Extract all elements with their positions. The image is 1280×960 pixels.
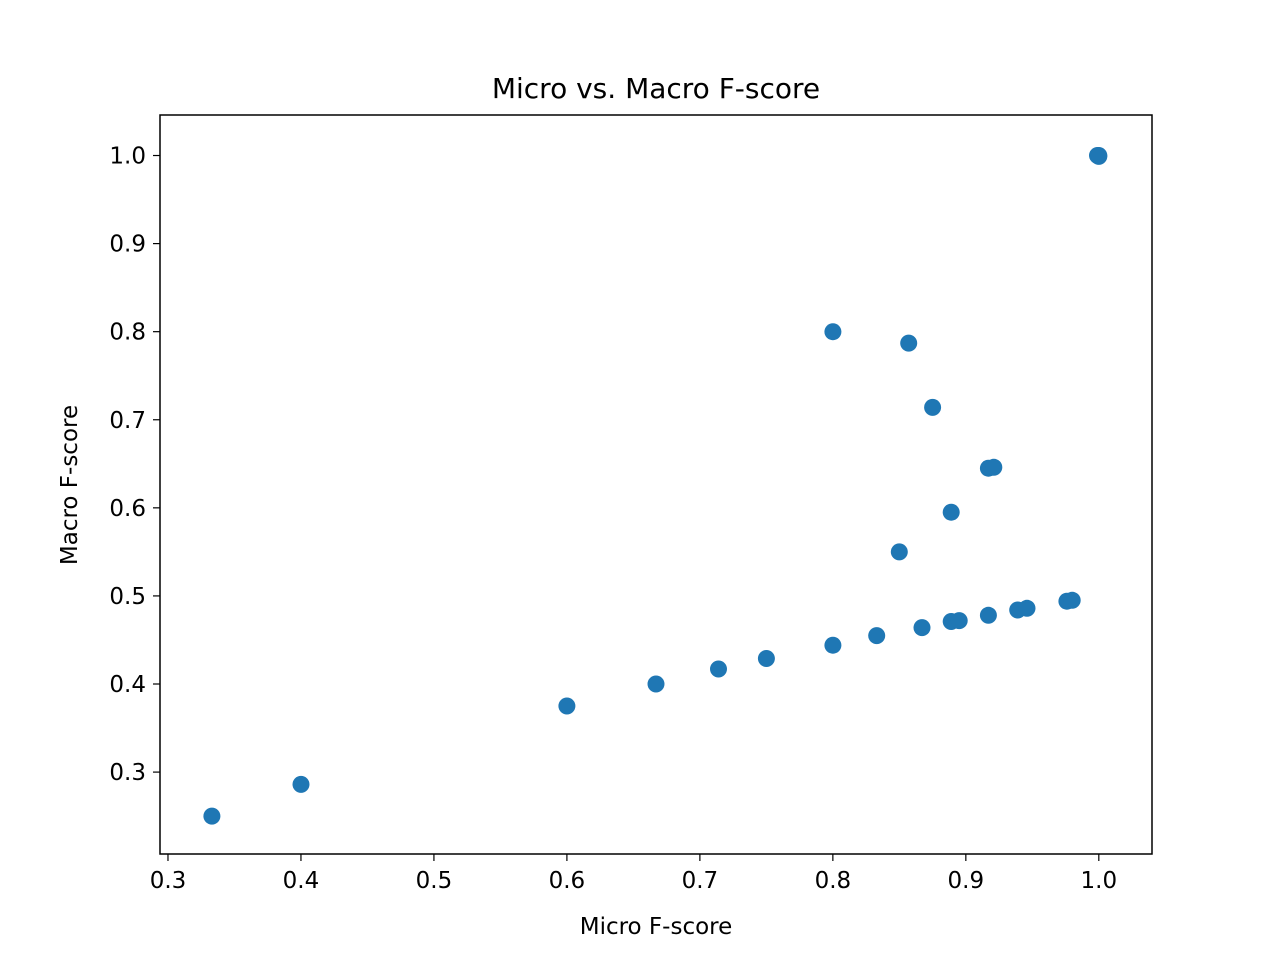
- y-tick-label: 1.0: [109, 144, 146, 170]
- x-tick-label: 0.6: [549, 868, 586, 894]
- y-tick-label: 0.7: [109, 408, 146, 434]
- plot-frame: [159, 114, 1153, 855]
- data-point-0: [203, 807, 221, 825]
- data-point-3: [647, 675, 665, 693]
- data-point-20: [924, 398, 942, 416]
- data-point-19: [985, 458, 1003, 476]
- x-axis-label: Micro F-score: [580, 914, 733, 940]
- data-point-25: [1090, 147, 1108, 165]
- data-point-11: [979, 606, 997, 624]
- data-point-17: [942, 503, 960, 521]
- points-layer: [203, 147, 1108, 825]
- data-point-16: [890, 543, 908, 561]
- data-point-5: [757, 650, 775, 667]
- data-point-6: [824, 636, 842, 654]
- y-tick-label: 0.5: [109, 584, 146, 610]
- y-tick-label: 0.4: [109, 672, 146, 698]
- x-tick-label: 0.8: [815, 868, 852, 894]
- data-point-13: [1018, 599, 1036, 617]
- x-axis: 0.3 0.4 0.5 0.6 0.7 0.8 0.9 1.0: [150, 854, 1117, 894]
- data-point-8: [913, 619, 931, 637]
- y-axis-label: Macro F-score: [57, 405, 83, 565]
- data-point-22: [824, 323, 842, 341]
- x-tick-label: 0.7: [682, 868, 719, 894]
- y-tick-label: 0.8: [109, 320, 146, 346]
- y-tick-label: 0.3: [109, 760, 146, 786]
- chart-title: Micro vs. Macro F-score: [492, 72, 820, 105]
- x-tick-label: 0.5: [416, 868, 453, 894]
- y-axis: 0.3 0.4 0.5 0.6 0.7 0.8 0.9 1.0: [109, 144, 160, 786]
- data-point-4: [710, 660, 727, 678]
- x-tick-label: 0.4: [283, 868, 320, 894]
- y-tick-label: 0.6: [109, 496, 146, 522]
- data-point-1: [292, 775, 310, 793]
- x-tick-label: 0.9: [948, 868, 985, 894]
- data-point-15: [1063, 591, 1081, 609]
- data-point-7: [868, 627, 886, 645]
- data-point-21: [900, 334, 918, 352]
- data-point-2: [558, 697, 576, 715]
- y-tick-label: 0.9: [109, 232, 146, 258]
- x-tick-label: 0.3: [150, 868, 187, 894]
- data-point-10: [950, 612, 968, 630]
- x-tick-label: 1.0: [1081, 868, 1118, 894]
